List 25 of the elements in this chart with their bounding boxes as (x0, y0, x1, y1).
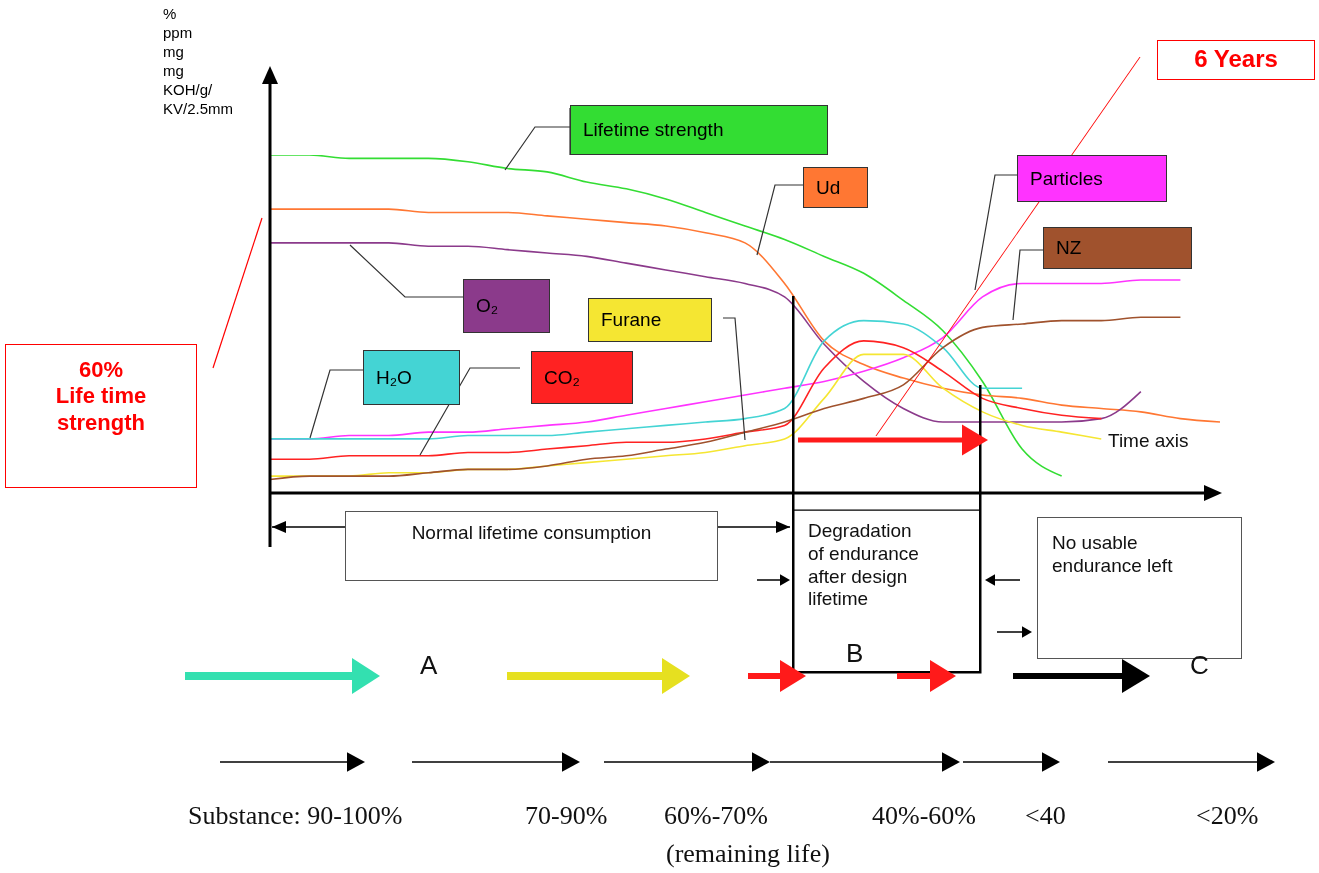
callout-box: H₂O (363, 350, 460, 405)
callout-box: Ud (803, 167, 868, 208)
callout-box: CO₂ (531, 351, 633, 404)
text: B (846, 638, 864, 670)
callout-box: Lifetime strength (570, 105, 828, 155)
text: A (420, 650, 438, 682)
text: Substance: 90-100% (188, 800, 403, 832)
callout-box: O₂ (463, 279, 550, 333)
text: Degradation of endurance after design lifetime (808, 520, 919, 612)
text: (remaining life) (666, 838, 830, 870)
text: 6 Years (1157, 40, 1315, 80)
callout-box: Furane (588, 298, 712, 342)
text: C (1190, 650, 1209, 682)
text: <20% (1196, 800, 1259, 832)
y-axis-title: % ppm mg mg KOH/g/ KV/2.5mm (163, 4, 234, 118)
text: Normal lifetime consumption (345, 511, 718, 581)
callout-box: Particles (1017, 155, 1167, 202)
text: <40 (1025, 800, 1066, 832)
annotation: Time axis (1108, 430, 1189, 453)
text: No usable endurance left (1052, 532, 1173, 576)
text: 60% Life time strength (5, 344, 197, 488)
text: 60%-70% (664, 800, 768, 832)
callout-box: NZ (1043, 227, 1192, 269)
text: 40%-60% (872, 800, 976, 832)
text: 70-90% (525, 800, 608, 832)
